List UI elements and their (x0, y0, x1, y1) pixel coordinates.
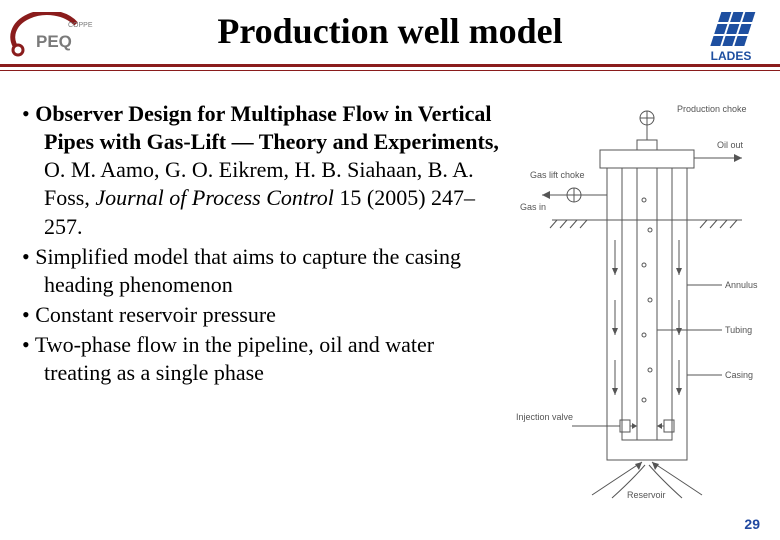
label-reservoir: Reservoir (627, 490, 666, 500)
page-number: 29 (744, 516, 760, 532)
label-production-choke: Production choke (677, 104, 747, 114)
slide-header: PEQ COPPE Production well model LADES (0, 0, 780, 72)
label-tubing: Tubing (725, 325, 752, 335)
bullet-list: Observer Design for Multiphase Flow in V… (22, 100, 502, 390)
bullet-item: Simplified model that aims to capture th… (22, 243, 502, 299)
header-divider (0, 64, 780, 71)
lades-logo: LADES (692, 10, 770, 62)
label-casing: Casing (725, 370, 753, 380)
label-injection-valve: Injection valve (516, 412, 573, 422)
bullet-item: Two-phase flow in the pipeline, oil and … (22, 331, 502, 387)
label-oil-out: Oil out (717, 140, 744, 150)
well-diagram: Production choke Oil out Gas lift choke … (512, 100, 772, 500)
lades-text: LADES (711, 49, 752, 62)
label-gas-lift-choke: Gas lift choke (530, 170, 585, 180)
slide-title: Production well model (0, 10, 780, 52)
bullet-item: Observer Design for Multiphase Flow in V… (22, 100, 502, 241)
label-gas-in: Gas in (520, 202, 546, 212)
label-annulus: Annulus (725, 280, 758, 290)
bullet-item: Constant reservoir pressure (22, 301, 502, 329)
